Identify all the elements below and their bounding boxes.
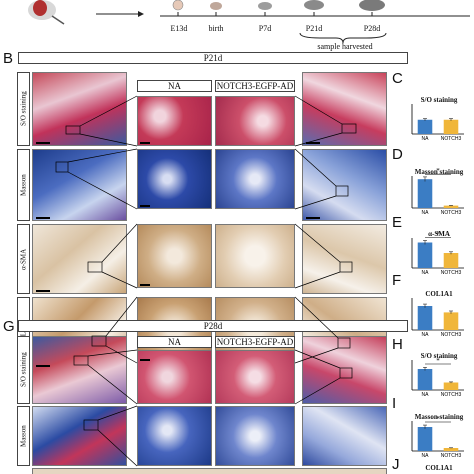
significance-mark-i: * bbox=[436, 415, 440, 423]
panel-letter-b: B bbox=[3, 50, 14, 67]
scale-bar bbox=[306, 217, 320, 219]
micrograph-so-notch3-zoom-g bbox=[215, 350, 295, 404]
category-label-c-1: NOTCH3 bbox=[441, 136, 462, 142]
timeline-area: E13d birth P7d P21d P28d sample harveste… bbox=[0, 0, 474, 51]
chart-title-i: Masson staining bbox=[414, 413, 464, 421]
group-header-na-b: NA bbox=[137, 80, 212, 92]
timeline-label-e13d: E13d bbox=[170, 24, 188, 33]
timeline-harvest-label: sample harvested bbox=[317, 42, 373, 51]
category-label-e-0: NA bbox=[422, 270, 430, 276]
stage-header-p21d: P21d bbox=[18, 52, 408, 64]
micrograph-masson-na-zoom-g bbox=[137, 406, 212, 466]
scale-bar bbox=[36, 290, 50, 292]
timeline-svg bbox=[28, 0, 470, 44]
significance-mark-h: * bbox=[436, 357, 440, 365]
bar-f-0 bbox=[417, 306, 433, 330]
micrograph-masson-notch3-zoom-g bbox=[215, 406, 295, 466]
micrograph-masson-notch3-zoom bbox=[215, 149, 295, 209]
scale-bar bbox=[140, 142, 150, 144]
panel-letter-c: C bbox=[392, 70, 403, 87]
scale-bar bbox=[140, 359, 150, 361]
significance-mark-d: * bbox=[436, 167, 440, 175]
micrograph-asma-notch3-zoom bbox=[215, 224, 295, 288]
significance-mark-e: * bbox=[436, 231, 440, 239]
micrograph-so-na-zoom bbox=[137, 96, 212, 146]
bar-c-1 bbox=[443, 119, 459, 134]
timeline-label-p21d: P21d bbox=[305, 24, 323, 33]
group-header-na-g: NA bbox=[137, 336, 212, 348]
panel-letter-d: D bbox=[392, 146, 403, 163]
group-header-notch3-b: NOTCH3-EGFP-AD bbox=[215, 80, 295, 92]
micrograph-masson-na-zoom bbox=[137, 149, 212, 209]
chart-title-f: COL1A1 bbox=[425, 290, 453, 298]
chart-title-h: S/O staining bbox=[420, 352, 458, 360]
chart-title-e: α-SMA bbox=[428, 230, 450, 238]
bar-i-1 bbox=[443, 448, 459, 451]
category-label-e-1: NOTCH3 bbox=[441, 270, 462, 276]
category-label-d-0: NA bbox=[422, 210, 430, 216]
chart-title-j: COL1A1 bbox=[425, 464, 453, 472]
bar-f-1 bbox=[443, 312, 459, 330]
scale-bar bbox=[306, 142, 320, 144]
scale-bar bbox=[36, 217, 50, 219]
scale-bar bbox=[36, 365, 50, 367]
bar-e-0 bbox=[417, 242, 433, 268]
category-label-d-1: NOTCH3 bbox=[441, 210, 462, 216]
micrograph-asma-na-zoom bbox=[137, 224, 212, 288]
bar-i-0 bbox=[417, 427, 433, 451]
micrograph-so-notch3-zoom bbox=[215, 96, 295, 146]
timeline-label-birth: birth bbox=[208, 24, 224, 33]
bar-c-0 bbox=[417, 119, 433, 134]
timeline-label-p28d: P28d bbox=[363, 24, 381, 33]
bar-h-1 bbox=[443, 382, 459, 390]
timeline-label-p7d: P7d bbox=[258, 24, 272, 33]
panel-letter-f: F bbox=[392, 272, 402, 289]
bar-d-0 bbox=[417, 179, 433, 208]
category-label-h-0: NA bbox=[422, 392, 430, 398]
scale-bar bbox=[140, 284, 150, 286]
panel-letter-g: G bbox=[3, 318, 15, 335]
chart-title-c: S/O staining bbox=[420, 96, 458, 104]
panel-letter-j: J bbox=[392, 456, 400, 473]
micrograph-partial-row bbox=[32, 468, 387, 474]
scale-bar bbox=[140, 205, 150, 207]
panel-letter-e: E bbox=[392, 214, 403, 231]
category-label-f-1: NOTCH3 bbox=[441, 332, 462, 338]
bar-e-1 bbox=[443, 253, 459, 268]
category-label-i-1: NOTCH3 bbox=[441, 453, 462, 459]
panel-letter-h: H bbox=[392, 336, 403, 353]
harvest-brace bbox=[299, 32, 387, 44]
scale-bar bbox=[36, 142, 50, 144]
mouse-icon bbox=[28, 0, 65, 25]
category-label-c-0: NA bbox=[422, 136, 430, 142]
micrograph-masson-notch3-overview-g bbox=[302, 406, 387, 466]
category-label-f-0: NA bbox=[422, 332, 430, 338]
category-label-h-1: NOTCH3 bbox=[441, 392, 462, 398]
category-label-i-0: NA bbox=[422, 453, 430, 459]
bar-d-1 bbox=[443, 205, 459, 208]
chart-title-d: Masson staining bbox=[414, 168, 464, 176]
panel-letter-i: I bbox=[392, 395, 397, 412]
group-header-notch3-g: NOTCH3-EGFP-AD bbox=[215, 336, 295, 348]
bar-h-0 bbox=[417, 369, 433, 390]
